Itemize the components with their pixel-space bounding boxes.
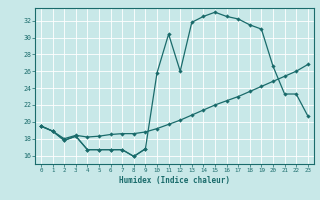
X-axis label: Humidex (Indice chaleur): Humidex (Indice chaleur) [119,176,230,185]
